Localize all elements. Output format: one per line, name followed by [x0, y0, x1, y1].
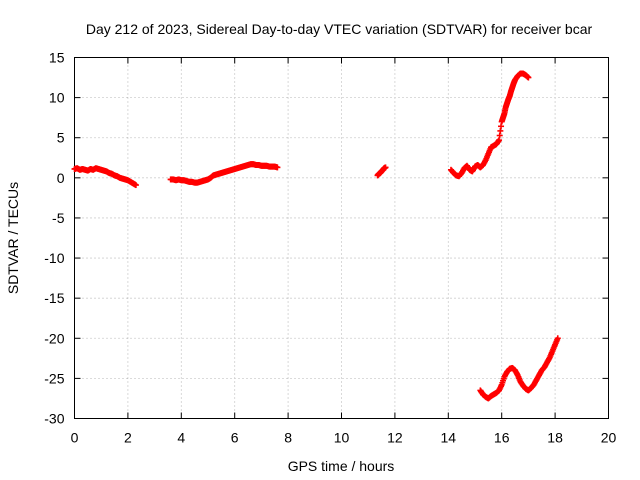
x-tick-label: 2 [124, 430, 132, 446]
x-tick-label: 0 [71, 430, 79, 446]
data-point [274, 164, 281, 171]
data-points [71, 70, 561, 402]
y-tick-label: -30 [44, 411, 64, 427]
y-tick-label: -25 [44, 370, 64, 386]
x-tick-label: 10 [334, 430, 350, 446]
y-tick-label: 0 [57, 170, 65, 186]
axis-ticks [74, 57, 609, 419]
y-tick-label: 15 [49, 50, 65, 66]
grid [74, 57, 609, 419]
data-point [382, 164, 389, 171]
y-tick-label: -20 [44, 330, 64, 346]
x-tick-label: 18 [547, 430, 563, 446]
x-tick-label: 4 [177, 430, 185, 446]
data-point [554, 335, 561, 342]
y-tick-label: -10 [44, 250, 64, 266]
data-point [525, 74, 532, 81]
chart-title: Day 212 of 2023, Sidereal Day-to-day VTE… [86, 21, 593, 37]
x-tick-labels: 0 2 4 6 8 10 12 14 16 18 20 [71, 430, 617, 446]
y-tick-labels: 15 10 5 0 -5 -10 -15 -20 -25 -30 [44, 50, 64, 427]
x-tick-label: 8 [284, 430, 292, 446]
y-tick-label: 10 [49, 90, 65, 106]
data-point [132, 182, 139, 189]
x-tick-label: 6 [231, 430, 239, 446]
y-tick-label: 5 [57, 130, 65, 146]
x-tick-label: 16 [494, 430, 510, 446]
y-axis-label: SDTVAR / TECUs [5, 182, 21, 294]
x-tick-label: 20 [601, 430, 617, 446]
x-tick-label: 12 [387, 430, 403, 446]
y-tick-label: -15 [44, 290, 64, 306]
y-tick-label: -5 [52, 210, 65, 226]
x-axis-label: GPS time / hours [288, 458, 395, 474]
x-tick-label: 14 [441, 430, 457, 446]
